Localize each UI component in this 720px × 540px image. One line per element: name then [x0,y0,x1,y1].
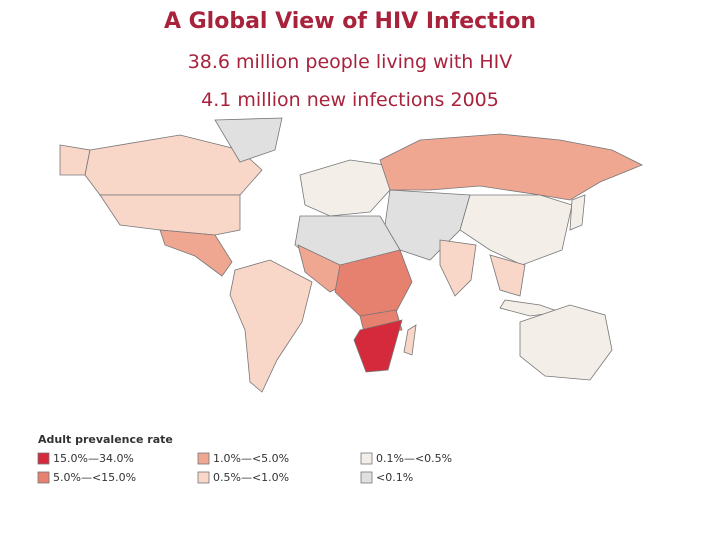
legend-swatch [197,452,210,465]
region [353,319,403,373]
legend-swatch [197,471,210,484]
region [489,254,526,297]
legend-label: 15.0%—34.0% [53,452,134,465]
legend-label: <0.1% [376,471,413,484]
region [99,194,241,236]
legend-swatch [360,471,373,484]
legend-swatch [37,452,50,465]
region [519,304,613,381]
legend-label: 1.0%—<5.0% [213,452,289,465]
region [439,239,477,297]
region [84,134,263,196]
region [403,324,417,356]
legend-label: 5.0%—<15.0% [53,471,136,484]
region [379,133,643,201]
legend-label: 0.1%—<0.5% [376,452,452,465]
region [159,229,233,277]
legend-swatch [360,452,373,465]
title: A Global View of HIV Infection [164,9,536,34]
region [569,194,586,231]
legend: Adult prevalence rate 15.0%—34.0% 5.0%—<1… [37,433,452,484]
subtitle: 4.1 million new infections 2005 [201,89,499,111]
subtitle: 38.6 million people living with HIV [188,51,513,73]
world-map [59,117,643,393]
region [214,117,283,163]
region [229,259,313,393]
legend-title: Adult prevalence rate [38,433,173,446]
region [459,194,573,266]
legend-label: 0.5%—<1.0% [213,471,289,484]
legend-swatch [37,471,50,484]
region [299,159,391,217]
